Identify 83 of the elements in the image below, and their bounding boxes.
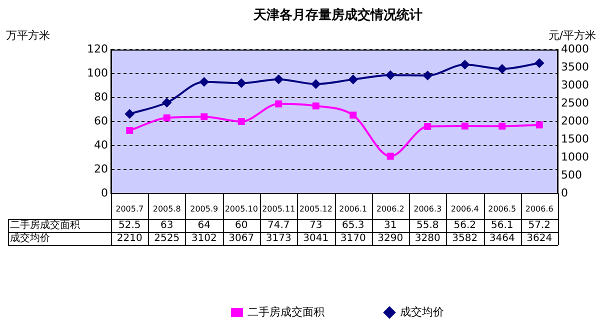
point (460, 60, 470, 70)
point (312, 102, 320, 110)
y-tick-label: 100 (86, 66, 108, 80)
x-tick-label: 2006.1 (339, 204, 368, 214)
point (498, 64, 507, 74)
x-tick-label: 2006.3 (414, 204, 442, 214)
point (348, 74, 358, 84)
legend-label: 二手房成交面积 (248, 305, 324, 318)
point (125, 109, 134, 118)
legend-label: 成交均价 (400, 305, 444, 318)
point (423, 70, 432, 80)
y-tick-label: 40 (94, 138, 108, 152)
point (200, 77, 209, 86)
y2-tick-label: 3500 (561, 60, 590, 74)
x-tick-label: 2005.12 (299, 204, 332, 214)
data-label: 52.5 (118, 220, 141, 232)
y-tick-label: 0 (100, 186, 108, 200)
data-label: 73 (310, 220, 322, 232)
data-label: 60 (235, 220, 248, 232)
point (386, 70, 395, 80)
data-label: 2210 (116, 233, 142, 244)
point (162, 98, 172, 108)
point (498, 122, 506, 130)
data-label: 55.8 (416, 220, 439, 232)
data-label: 3582 (452, 233, 478, 244)
point (238, 118, 245, 125)
data-label: 3280 (414, 233, 440, 244)
y-tick-label: 20 (94, 162, 108, 176)
x-tick-label: 2005.10 (224, 204, 258, 214)
text: 二手房成交面积 (10, 220, 80, 232)
data-label: 56.1 (490, 220, 514, 232)
x-tick-label: 2005.8 (152, 204, 181, 214)
data-label: 3102 (191, 233, 217, 244)
y2-tick-label: 1000 (561, 150, 590, 164)
y2-tick-label: 2000 (561, 114, 590, 128)
x-tick-label: 2006.2 (376, 204, 404, 214)
point (350, 112, 357, 119)
point (461, 122, 468, 130)
x-tick-label: 2005.11 (262, 204, 296, 214)
x-tick-label: 2006.4 (450, 204, 479, 214)
x-tick-label: 2006.5 (488, 204, 516, 214)
x-tick-label: 2006.6 (525, 204, 554, 214)
y2-tick-label: 1500 (561, 132, 590, 146)
data-label: 74.7 (267, 220, 290, 232)
data-label: 3041 (303, 233, 329, 244)
text: 成交均价 (10, 233, 50, 244)
y2-tick-label: 4000 (561, 42, 590, 56)
y-tick-label: 120 (86, 42, 108, 56)
data-label: 56.2 (454, 220, 476, 232)
data-label: 3170 (340, 233, 366, 244)
data-label: 3624 (526, 233, 552, 244)
y-tick-label: 60 (94, 114, 108, 128)
point (163, 114, 170, 122)
y2-tick-label: 2500 (561, 96, 590, 110)
data-label: 31 (384, 220, 397, 232)
point (534, 58, 544, 68)
x-tick-label: 2005.9 (190, 204, 218, 214)
x-tick-label: 2005.7 (116, 204, 144, 214)
data-label: 63 (160, 220, 174, 232)
data-label: 2525 (154, 233, 180, 244)
data-label: 3290 (378, 233, 404, 244)
y2-tick-label: 3000 (561, 78, 590, 92)
point (275, 100, 282, 108)
data-label: 3067 (228, 233, 254, 244)
data-label: 57.2 (528, 220, 551, 232)
point (424, 123, 432, 130)
y2-tick-label: 500 (561, 168, 582, 182)
point (274, 74, 284, 84)
data-label: 64 (198, 220, 210, 232)
point (386, 152, 394, 160)
data-label: 3464 (489, 233, 515, 244)
y-tick-label: 80 (94, 90, 108, 104)
point (126, 127, 134, 134)
y2-tick-label: 0 (561, 186, 568, 200)
y-axis-title: 万平方米 (6, 28, 50, 42)
data-label: 65.3 (342, 220, 364, 232)
chart-title: 天津各月存量房成交情况统计 (252, 7, 422, 24)
point (536, 121, 543, 128)
data-label: 3173 (266, 233, 292, 244)
point (200, 113, 208, 120)
point (236, 78, 246, 88)
point (311, 80, 320, 89)
y2-axis-title: 元/平方米 (548, 28, 596, 42)
